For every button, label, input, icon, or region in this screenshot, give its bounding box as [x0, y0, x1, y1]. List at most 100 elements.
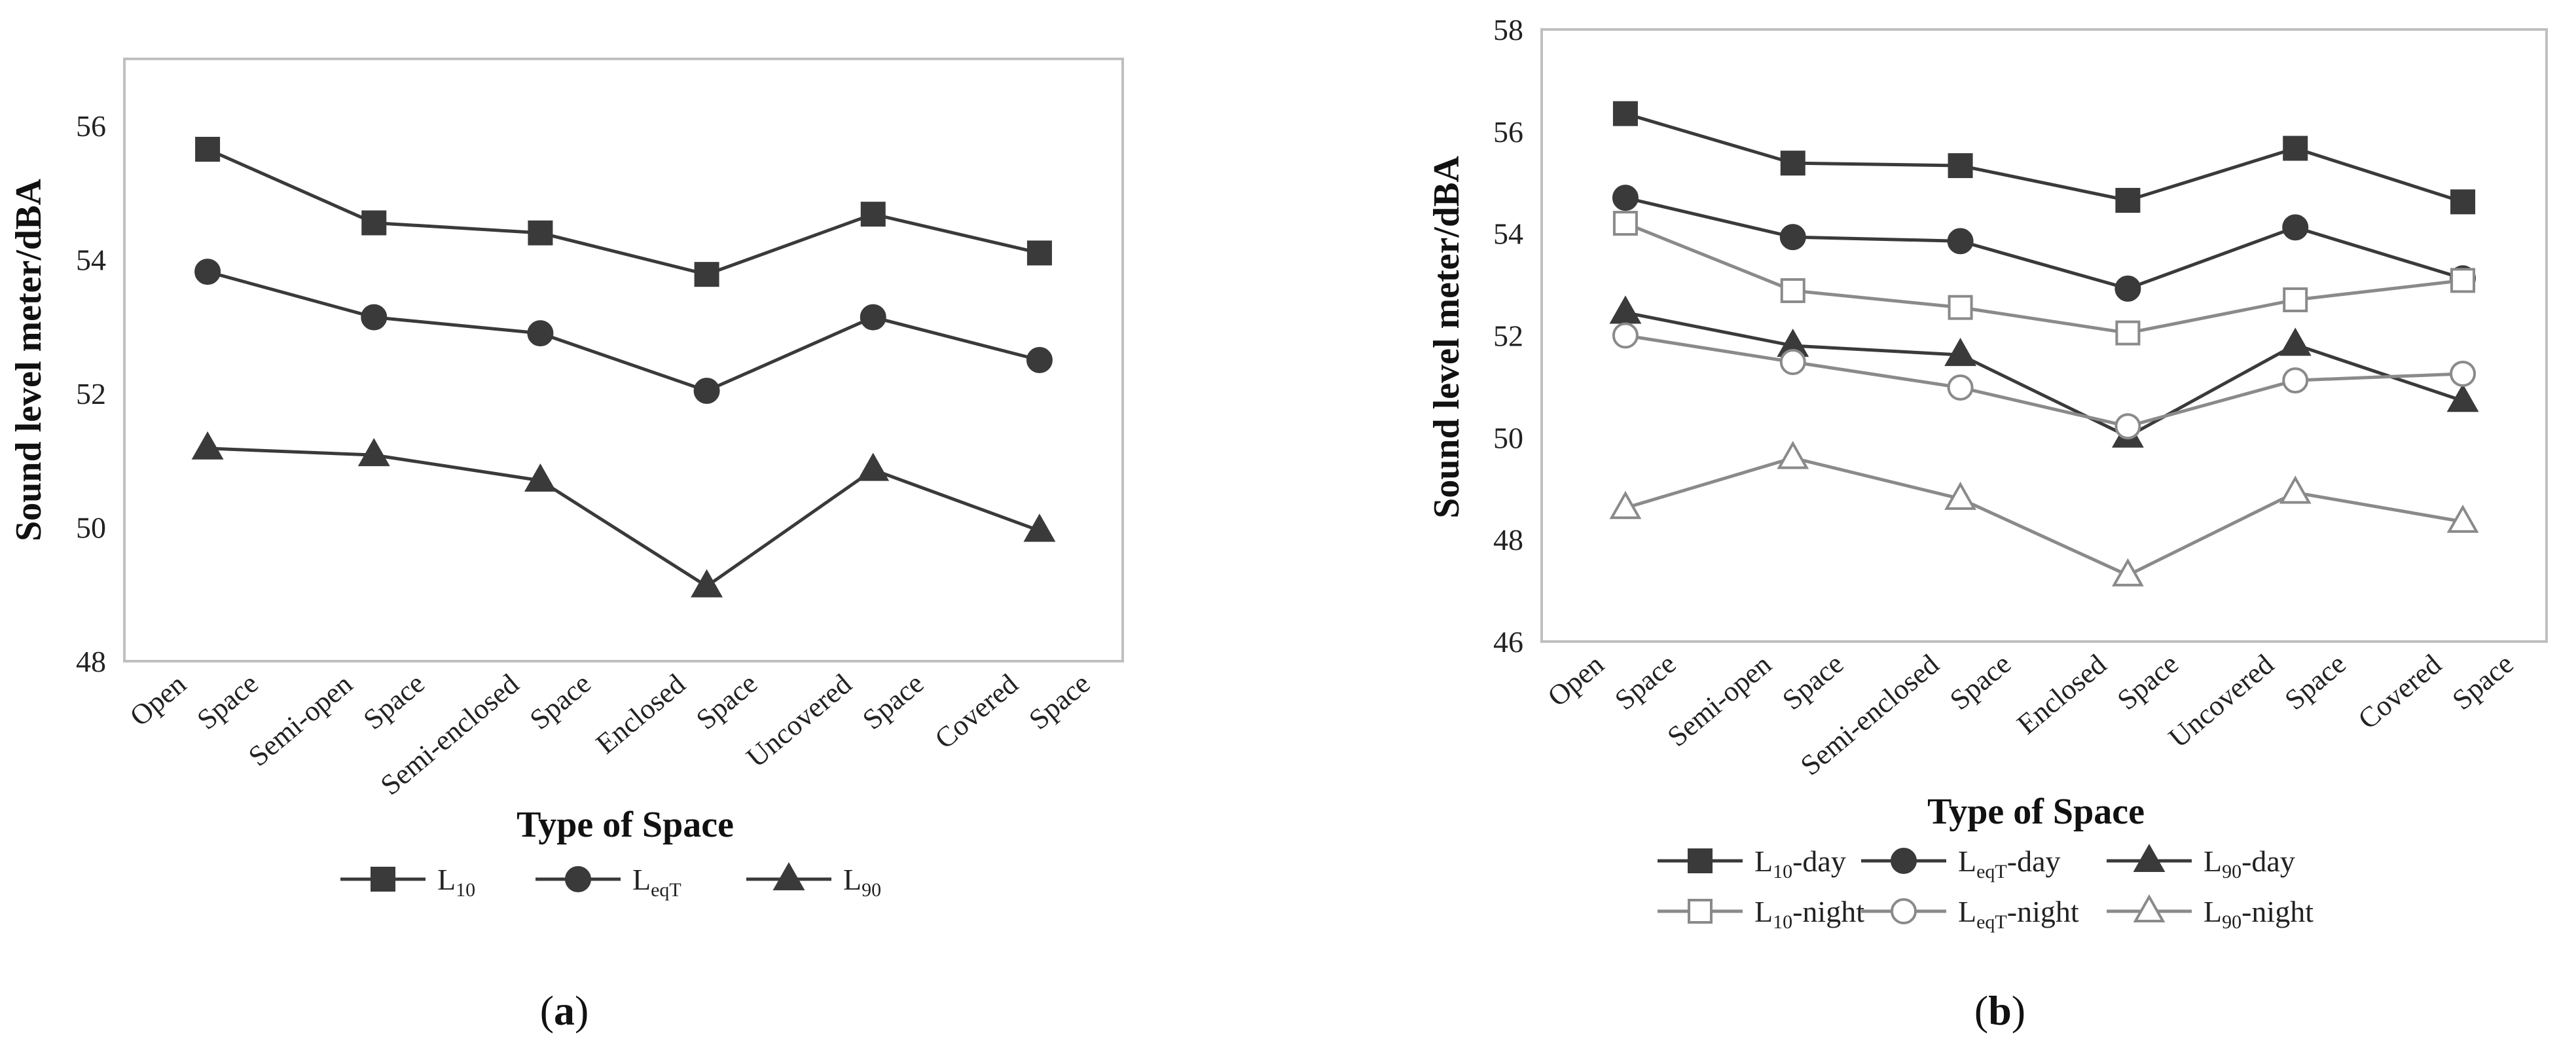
panel-b-point-L10-night: [2283, 287, 2308, 312]
panel-b-legend-marker: [1688, 848, 1713, 873]
panel-a-point-LeqT: [361, 304, 388, 331]
panel-b-caption: (b): [1974, 987, 2025, 1034]
panel-a-legend-item-LeqT: LeqT: [535, 863, 681, 901]
panel-b-point-LeqT-night: [1779, 349, 1806, 376]
panel-b-series-L10-day: [1612, 101, 2476, 215]
panel-b-category-line1: Open: [1542, 648, 1610, 713]
panel-a-category-line1: Semi-open: [242, 668, 359, 772]
panel-b-legend-item-L90-night: L90-night: [2107, 894, 2313, 933]
panel-b-category-line2: Space: [1608, 647, 1682, 716]
panel-b-legend-label: L90-day: [2204, 844, 2295, 882]
panel-a-ytick-label: 48: [76, 645, 106, 678]
panel-a-ytick-label: 52: [76, 377, 106, 410]
panel-b-point-LeqT-day: [2114, 275, 2141, 302]
panel-a-ytick-label: 56: [76, 109, 106, 143]
panel-b-legend-marker: [2133, 843, 2166, 872]
panel-b-legend-item-L10-night: L10-night: [1658, 895, 1864, 933]
panel-b-ylabel: Sound level meter/dBA: [1426, 156, 1467, 518]
panel-b-ytick-label: 50: [1493, 421, 1523, 454]
panel-a-category-line2: Space: [856, 667, 930, 736]
panel-b-line-LeqT-day: [1625, 196, 2463, 291]
panel-a-point-L90: [191, 431, 224, 460]
panel-b-point-LeqT-night: [2114, 413, 2141, 440]
panel-a-category-line2: Space: [191, 667, 264, 736]
panel-b-xlabel: Type of Space: [1927, 791, 2145, 832]
panel-b-ytick-label: 58: [1493, 13, 1523, 46]
panel-b-point-L90-night: [1944, 481, 1977, 510]
panel-b-line-L10-day: [1625, 112, 2463, 204]
panel-a-xlabel: Type of Space: [517, 805, 734, 845]
panel-a-ytick-label: 50: [76, 511, 106, 545]
panel-b-legend-item-L90-day: L90-day: [2107, 843, 2295, 882]
panel-a-legend-label: L10: [437, 863, 475, 901]
panel-a-category-line1: Uncovered: [740, 668, 858, 774]
panel-b-legend-marker: [1688, 899, 1713, 924]
panel-b-series-L10-night: [1612, 211, 2476, 346]
panel-a-point-LeqT: [860, 304, 886, 331]
panel-b-legend-label: L90-night: [2204, 895, 2313, 933]
panel-b-yticks: 46 48 50 52 54 56 58: [1493, 13, 1523, 659]
panel-b-point-L10-night: [1948, 295, 1973, 320]
panel-a-category-line2: Space: [524, 667, 597, 736]
panel-b-legend-item-L10-day: L10-day: [1658, 844, 1846, 882]
panel-b-legend-label: LeqT-day: [1958, 844, 2061, 882]
panel-b-point-L90-night: [2279, 475, 2312, 504]
panel-a-line-L90: [207, 446, 1040, 589]
panel-b-line-L90-night: [1625, 456, 2463, 577]
panel-b-category-line1: Uncovered: [2162, 648, 2279, 754]
panel-b-ytick-label: 48: [1493, 523, 1523, 556]
panel-b-point-LeqT-day: [1779, 224, 1806, 251]
panel-b-point-L10-night: [2115, 320, 2141, 346]
panel-b-series-LeqT-night: [1612, 322, 2476, 440]
panel-b-ytick-label: 52: [1493, 319, 1523, 353]
panel-b-point-L90-night: [1777, 441, 1809, 469]
panel-a-yticks: 48 50 52 54 56: [76, 109, 106, 678]
panel-a-ylabel: Sound level meter/dBA: [9, 179, 49, 541]
panel-b-point-LeqT-night: [1947, 374, 1974, 401]
panel-a-point-L90: [857, 452, 890, 481]
panel-b-ytick-label: 54: [1493, 217, 1523, 251]
panel-a-legend-item-L10: L10: [340, 863, 475, 901]
panel-b-legend-item-LeqT-night: LeqT-night: [1861, 895, 2079, 933]
panel-a-series-L10: [195, 137, 1052, 287]
panel-a-legend-label: L90: [843, 863, 881, 901]
panel-a-point-L10: [361, 210, 387, 236]
panel-b-category-line2: Space: [2446, 647, 2520, 716]
panel-b-legend-marker: [2133, 894, 2166, 922]
panel-a-category-line1: Open: [124, 668, 192, 733]
panel-b-series-LeqT-day: [1612, 185, 2476, 302]
panel-b-point-LeqT-day: [1612, 185, 1639, 211]
panel-b-point-LeqT-night: [2450, 360, 2476, 387]
panel-b-category-line1: Covered: [2352, 648, 2448, 735]
panel-a-series-LeqT: [194, 259, 1053, 405]
panel-b-point-L10-day: [1612, 101, 1638, 126]
panel-a-point-L10: [694, 262, 719, 287]
panel-a-point-L90: [1023, 513, 1056, 542]
panel-a-point-L10: [528, 220, 553, 245]
panel-a-caption: (a): [540, 987, 589, 1034]
panel-a-point-L90: [357, 438, 390, 467]
panel-b-legend: L10-day LeqT-day L90-day L10-night LeqT-nigh…: [1658, 843, 2313, 933]
panel-a-legend-marker: [371, 867, 395, 892]
panel-a-legend-label: LeqT: [632, 863, 681, 901]
panel-b-line-LeqT-night: [1625, 334, 2463, 428]
panel-a-point-LeqT: [693, 378, 720, 405]
panel-b-legend-label: L10-night: [1754, 895, 1864, 933]
panel-b-ytick-label: 56: [1493, 115, 1523, 149]
panel-a-category-line2: Space: [1023, 667, 1096, 736]
panel-b-legend-item-LeqT-day: LeqT-day: [1861, 844, 2061, 882]
panel-b-category-line1: Enclosed: [2011, 648, 2113, 740]
panel-b-point-L10-night: [2450, 268, 2476, 293]
panel-b-legend-marker: [1891, 848, 1917, 874]
panel-a-point-L90: [524, 463, 556, 492]
panel-a-line-L10: [207, 147, 1040, 276]
panel-a-point-L10: [195, 137, 221, 162]
panel-a-series: [191, 137, 1056, 598]
panel-b-category-line2: Space: [2279, 647, 2352, 716]
panel-b-point-L10-day: [2283, 136, 2308, 161]
panel-a-point-L10: [1026, 240, 1052, 266]
panel-a-legend-marker: [565, 866, 591, 892]
panel-b-point-L90-night: [2111, 558, 2144, 587]
panel-b-point-L90-day: [1609, 295, 1642, 324]
